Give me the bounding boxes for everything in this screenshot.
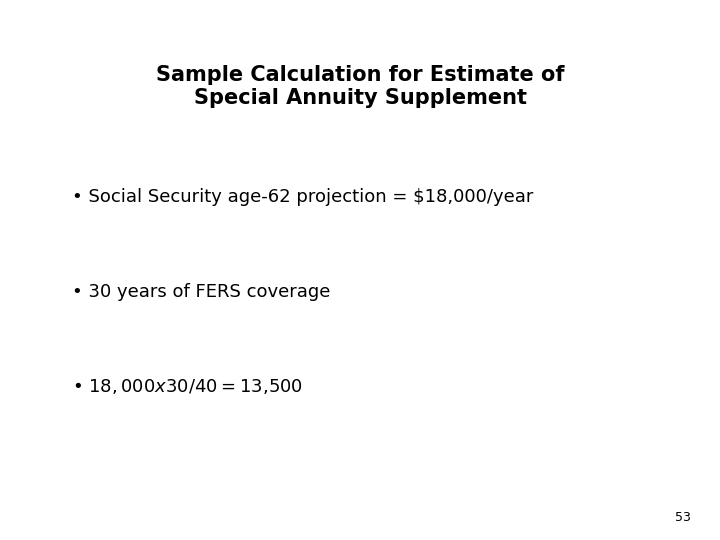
Text: Sample Calculation for Estimate of
Special Annuity Supplement: Sample Calculation for Estimate of Speci…: [156, 65, 564, 108]
Text: • 30 years of FERS coverage: • 30 years of FERS coverage: [72, 282, 330, 301]
Text: 53: 53: [675, 511, 691, 524]
Text: • $18,000 x 30 / 40 = $13,500: • $18,000 x 30 / 40 = $13,500: [72, 376, 303, 396]
Text: • Social Security age-62 projection = $18,000/year: • Social Security age-62 projection = $1…: [72, 188, 534, 206]
